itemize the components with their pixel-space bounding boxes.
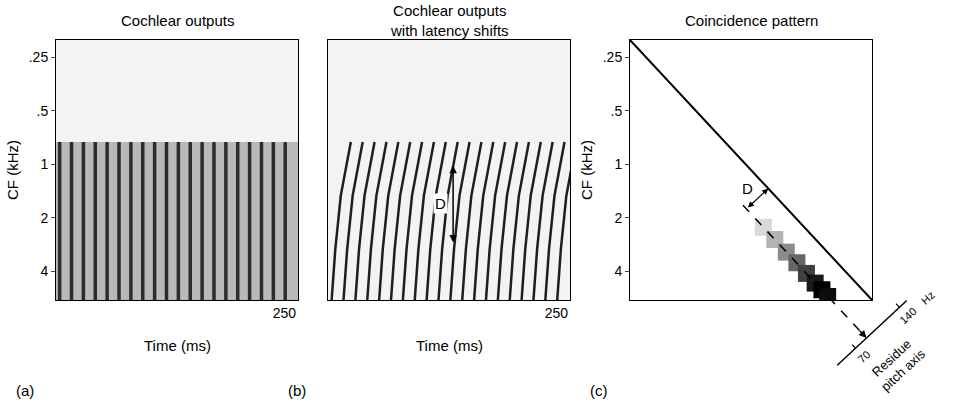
- svg-text:D: D: [742, 180, 753, 197]
- svg-text:4: 4: [614, 263, 622, 279]
- svg-text:.25: .25: [603, 49, 623, 65]
- svg-text:D: D: [435, 195, 446, 212]
- svg-text:(b): (b): [288, 382, 306, 399]
- svg-text:(a): (a): [16, 382, 34, 399]
- svg-text:1: 1: [40, 156, 48, 172]
- svg-text:Residuepitch axis: Residuepitch axis: [867, 334, 929, 395]
- svg-text:4: 4: [40, 263, 48, 279]
- svg-text:2: 2: [614, 210, 622, 226]
- svg-text:Cochlear outputs: Cochlear outputs: [121, 12, 234, 29]
- svg-text:Cochlear outputswith latency s: Cochlear outputswith latency shifts: [390, 2, 509, 39]
- svg-text:(c): (c): [590, 382, 608, 399]
- svg-text:.5: .5: [611, 103, 623, 119]
- svg-text:250: 250: [545, 305, 569, 321]
- svg-text:.5: .5: [37, 103, 49, 119]
- svg-text:2: 2: [40, 210, 48, 226]
- svg-text:.25: .25: [29, 49, 49, 65]
- svg-text:CF (kHz): CF (kHz): [4, 140, 21, 200]
- svg-text:Time (ms): Time (ms): [144, 337, 211, 354]
- svg-text:Coincidence pattern: Coincidence pattern: [685, 12, 818, 29]
- svg-text:1: 1: [614, 156, 622, 172]
- svg-text:70: 70: [855, 348, 872, 365]
- svg-text:Hz: Hz: [919, 289, 937, 307]
- svg-text:Time (ms): Time (ms): [416, 337, 483, 354]
- svg-text:250: 250: [273, 305, 297, 321]
- svg-text:CF (kHz): CF (kHz): [578, 140, 595, 200]
- svg-text:140: 140: [897, 305, 919, 326]
